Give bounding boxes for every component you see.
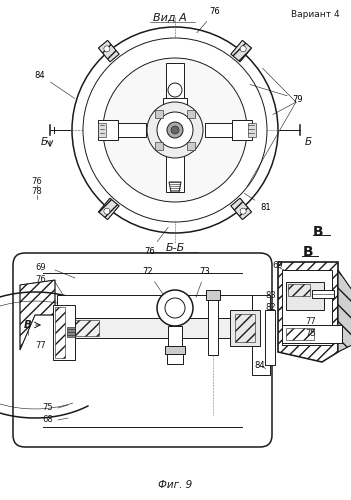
Polygon shape <box>98 198 119 220</box>
Bar <box>55 307 65 358</box>
Bar <box>286 282 324 310</box>
Bar <box>111 123 146 137</box>
Circle shape <box>104 208 110 214</box>
Circle shape <box>72 27 278 233</box>
Polygon shape <box>231 198 252 220</box>
Bar <box>57 318 252 338</box>
Text: 77: 77 <box>35 340 46 349</box>
Text: 76: 76 <box>145 227 168 256</box>
Bar <box>167 354 183 364</box>
Bar <box>170 112 180 122</box>
Text: Фиг. 9: Фиг. 9 <box>158 480 192 490</box>
Bar <box>59 320 99 336</box>
Polygon shape <box>278 262 338 362</box>
Bar <box>155 110 164 118</box>
Text: 84: 84 <box>255 360 266 370</box>
Text: Вариант 4: Вариант 4 <box>291 10 340 19</box>
Text: Б: Б <box>304 137 312 147</box>
Bar <box>163 98 187 113</box>
Text: 76: 76 <box>35 276 46 284</box>
Text: 79: 79 <box>250 84 303 103</box>
Circle shape <box>83 38 267 222</box>
Text: 69: 69 <box>35 264 46 272</box>
Bar <box>53 305 75 360</box>
Bar <box>282 270 332 345</box>
Polygon shape <box>20 280 55 350</box>
Bar <box>155 142 164 150</box>
Text: Б-Б: Б-Б <box>165 243 185 253</box>
Bar <box>206 290 220 300</box>
Bar <box>168 326 182 348</box>
Polygon shape <box>98 40 119 62</box>
Text: Б: Б <box>40 137 48 147</box>
Circle shape <box>171 126 179 134</box>
FancyBboxPatch shape <box>13 253 272 447</box>
Text: 76: 76 <box>197 8 220 33</box>
Bar <box>205 123 240 137</box>
Bar <box>282 325 342 343</box>
Circle shape <box>167 122 183 138</box>
Circle shape <box>147 102 203 158</box>
Text: В: В <box>24 320 32 330</box>
Polygon shape <box>231 40 252 62</box>
Bar <box>286 328 314 340</box>
Bar <box>163 140 187 154</box>
Text: В: В <box>313 225 323 239</box>
Circle shape <box>157 112 193 148</box>
Bar <box>252 295 270 375</box>
Text: 75: 75 <box>305 328 316 338</box>
Bar <box>235 314 255 342</box>
Text: 82: 82 <box>265 304 276 312</box>
Circle shape <box>157 290 193 326</box>
Text: 73: 73 <box>196 268 210 298</box>
Bar <box>265 310 275 365</box>
Bar <box>186 110 194 118</box>
Bar <box>232 120 252 140</box>
Bar <box>288 284 310 296</box>
Bar <box>208 295 218 355</box>
Circle shape <box>104 46 110 52</box>
Text: 75: 75 <box>42 404 53 412</box>
Text: В: В <box>303 245 313 259</box>
Text: Вид А: Вид А <box>153 13 187 23</box>
Bar <box>230 310 260 346</box>
Bar <box>98 123 106 137</box>
Text: 78: 78 <box>32 188 42 196</box>
Circle shape <box>240 46 246 52</box>
Text: 76: 76 <box>32 178 42 186</box>
Text: 77: 77 <box>305 318 316 326</box>
Text: 81: 81 <box>244 194 271 212</box>
Bar <box>186 142 194 150</box>
Bar <box>248 123 256 137</box>
Text: 72: 72 <box>143 268 164 294</box>
Text: 84: 84 <box>35 70 75 99</box>
Circle shape <box>168 83 182 97</box>
Circle shape <box>103 58 247 202</box>
Bar <box>312 290 334 298</box>
Text: 69: 69 <box>272 262 283 270</box>
Text: 68: 68 <box>42 416 53 424</box>
Text: 83: 83 <box>265 292 276 300</box>
Circle shape <box>240 208 246 214</box>
Bar <box>166 63 184 105</box>
Bar <box>57 295 252 318</box>
Bar <box>166 152 184 192</box>
Bar <box>67 327 75 337</box>
Polygon shape <box>169 182 181 192</box>
Bar <box>98 120 118 140</box>
Circle shape <box>165 298 185 318</box>
Polygon shape <box>338 270 351 352</box>
Bar <box>165 346 185 354</box>
